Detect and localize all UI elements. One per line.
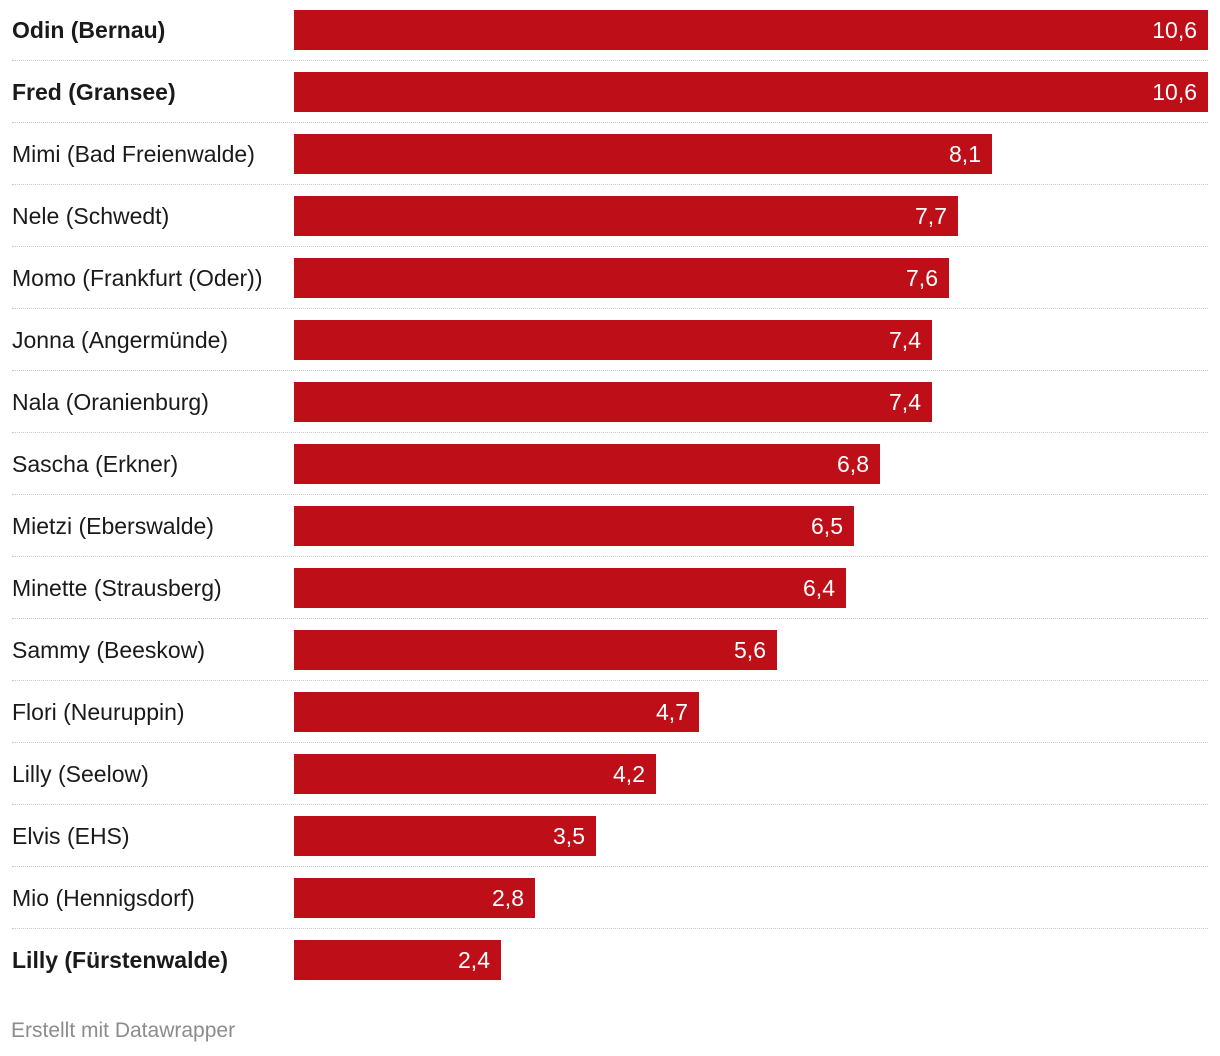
bar-row: Mietzi (Eberswalde) 6,5: [0, 506, 1220, 568]
bar: [294, 320, 932, 360]
category-label: Elvis (EHS): [12, 823, 130, 849]
bar: [294, 816, 596, 856]
bar: [294, 382, 932, 422]
bar: [294, 940, 501, 980]
bar-value-label: 6,5: [811, 513, 843, 539]
bar: [294, 568, 846, 608]
category-label: Nele (Schwedt): [12, 203, 170, 229]
bar-value-label: 10,6: [1152, 79, 1197, 105]
bar-value-label: 2,8: [492, 885, 524, 911]
bar-row: Sascha (Erkner) 6,8: [0, 444, 1220, 506]
footer-credit[interactable]: Erstellt mit Datawrapper: [11, 1019, 236, 1042]
bar-row: Minette (Strausberg) 6,4: [0, 568, 1220, 630]
bar-row: Mimi (Bad Freienwalde) 8,1: [0, 134, 1220, 196]
category-label: Fred (Gransee): [12, 79, 176, 105]
bar-value-label: 5,6: [734, 637, 766, 663]
category-label: Sascha (Erkner): [12, 451, 179, 477]
bar-chart: Odin (Bernau) 10,6 Fred (Gransee) 10,6 Mimi …: [0, 10, 1220, 1002]
category-label: Mimi (Bad Freienwalde): [12, 141, 255, 167]
bar-row: Lilly (Seelow) 4,2: [0, 754, 1220, 816]
bar-row: Odin (Bernau) 10,6: [0, 10, 1220, 72]
bar-value-label: 8,1: [949, 141, 981, 167]
row-divider: [12, 804, 1208, 805]
category-label: Momo (Frankfurt (Oder)): [12, 265, 263, 291]
category-label: Sammy (Beeskow): [12, 637, 205, 663]
row-divider: [12, 866, 1208, 867]
category-label: Odin (Bernau): [12, 17, 166, 43]
row-divider: [12, 928, 1208, 929]
category-label: Mio (Hennigsdorf): [12, 885, 195, 911]
bar-value-label: 7,6: [906, 265, 938, 291]
bar: [294, 506, 854, 546]
bar-row: Nele (Schwedt) 7,7: [0, 196, 1220, 258]
bar-value-label: 4,7: [656, 699, 688, 725]
bar-row: Elvis (EHS) 3,5: [0, 816, 1220, 878]
bar-row: Nala (Oranienburg) 7,4: [0, 382, 1220, 444]
bar-row: Lilly (Fürstenwalde) 2,4: [0, 940, 1220, 1002]
row-divider: [12, 556, 1208, 557]
category-label: Nala (Oranienburg): [12, 389, 209, 415]
bar: [294, 692, 699, 732]
bar-value-label: 7,7: [915, 203, 947, 229]
bar: [294, 72, 1208, 112]
row-divider: [12, 432, 1208, 433]
row-divider: [12, 618, 1208, 619]
bar-row: Jonna (Angermünde) 7,4: [0, 320, 1220, 382]
bar-value-label: 10,6: [1152, 17, 1197, 43]
category-label: Flori (Neuruppin): [12, 699, 185, 725]
bar: [294, 196, 958, 236]
bar-row: Sammy (Beeskow) 5,6: [0, 630, 1220, 692]
bar-value-label: 6,4: [803, 575, 835, 601]
row-divider: [12, 742, 1208, 743]
bar: [294, 444, 880, 484]
row-divider: [12, 246, 1208, 247]
row-divider: [12, 680, 1208, 681]
bar: [294, 10, 1208, 50]
row-divider: [12, 184, 1208, 185]
bar: [294, 754, 656, 794]
bar-value-label: 6,8: [837, 451, 869, 477]
category-label: Mietzi (Eberswalde): [12, 513, 214, 539]
bar-value-label: 4,2: [613, 761, 645, 787]
bar-row: Mio (Hennigsdorf) 2,8: [0, 878, 1220, 940]
category-label: Minette (Strausberg): [12, 575, 222, 601]
bar-row: Fred (Gransee) 10,6: [0, 72, 1220, 134]
row-divider: [12, 370, 1208, 371]
bar: [294, 134, 992, 174]
bar-value-label: 3,5: [553, 823, 585, 849]
row-divider: [12, 60, 1208, 61]
bar-value-label: 7,4: [889, 327, 921, 353]
category-label: Lilly (Seelow): [12, 761, 149, 787]
bar-value-label: 7,4: [889, 389, 921, 415]
row-divider: [12, 494, 1208, 495]
row-divider: [12, 308, 1208, 309]
bar-row: Momo (Frankfurt (Oder)) 7,6: [0, 258, 1220, 320]
bar-row: Flori (Neuruppin) 4,7: [0, 692, 1220, 754]
bar-value-label: 2,4: [458, 947, 490, 973]
bar: [294, 878, 535, 918]
category-label: Lilly (Fürstenwalde): [12, 947, 228, 973]
row-divider: [12, 122, 1208, 123]
bar: [294, 630, 777, 670]
bar: [294, 258, 949, 298]
category-label: Jonna (Angermünde): [12, 327, 229, 353]
